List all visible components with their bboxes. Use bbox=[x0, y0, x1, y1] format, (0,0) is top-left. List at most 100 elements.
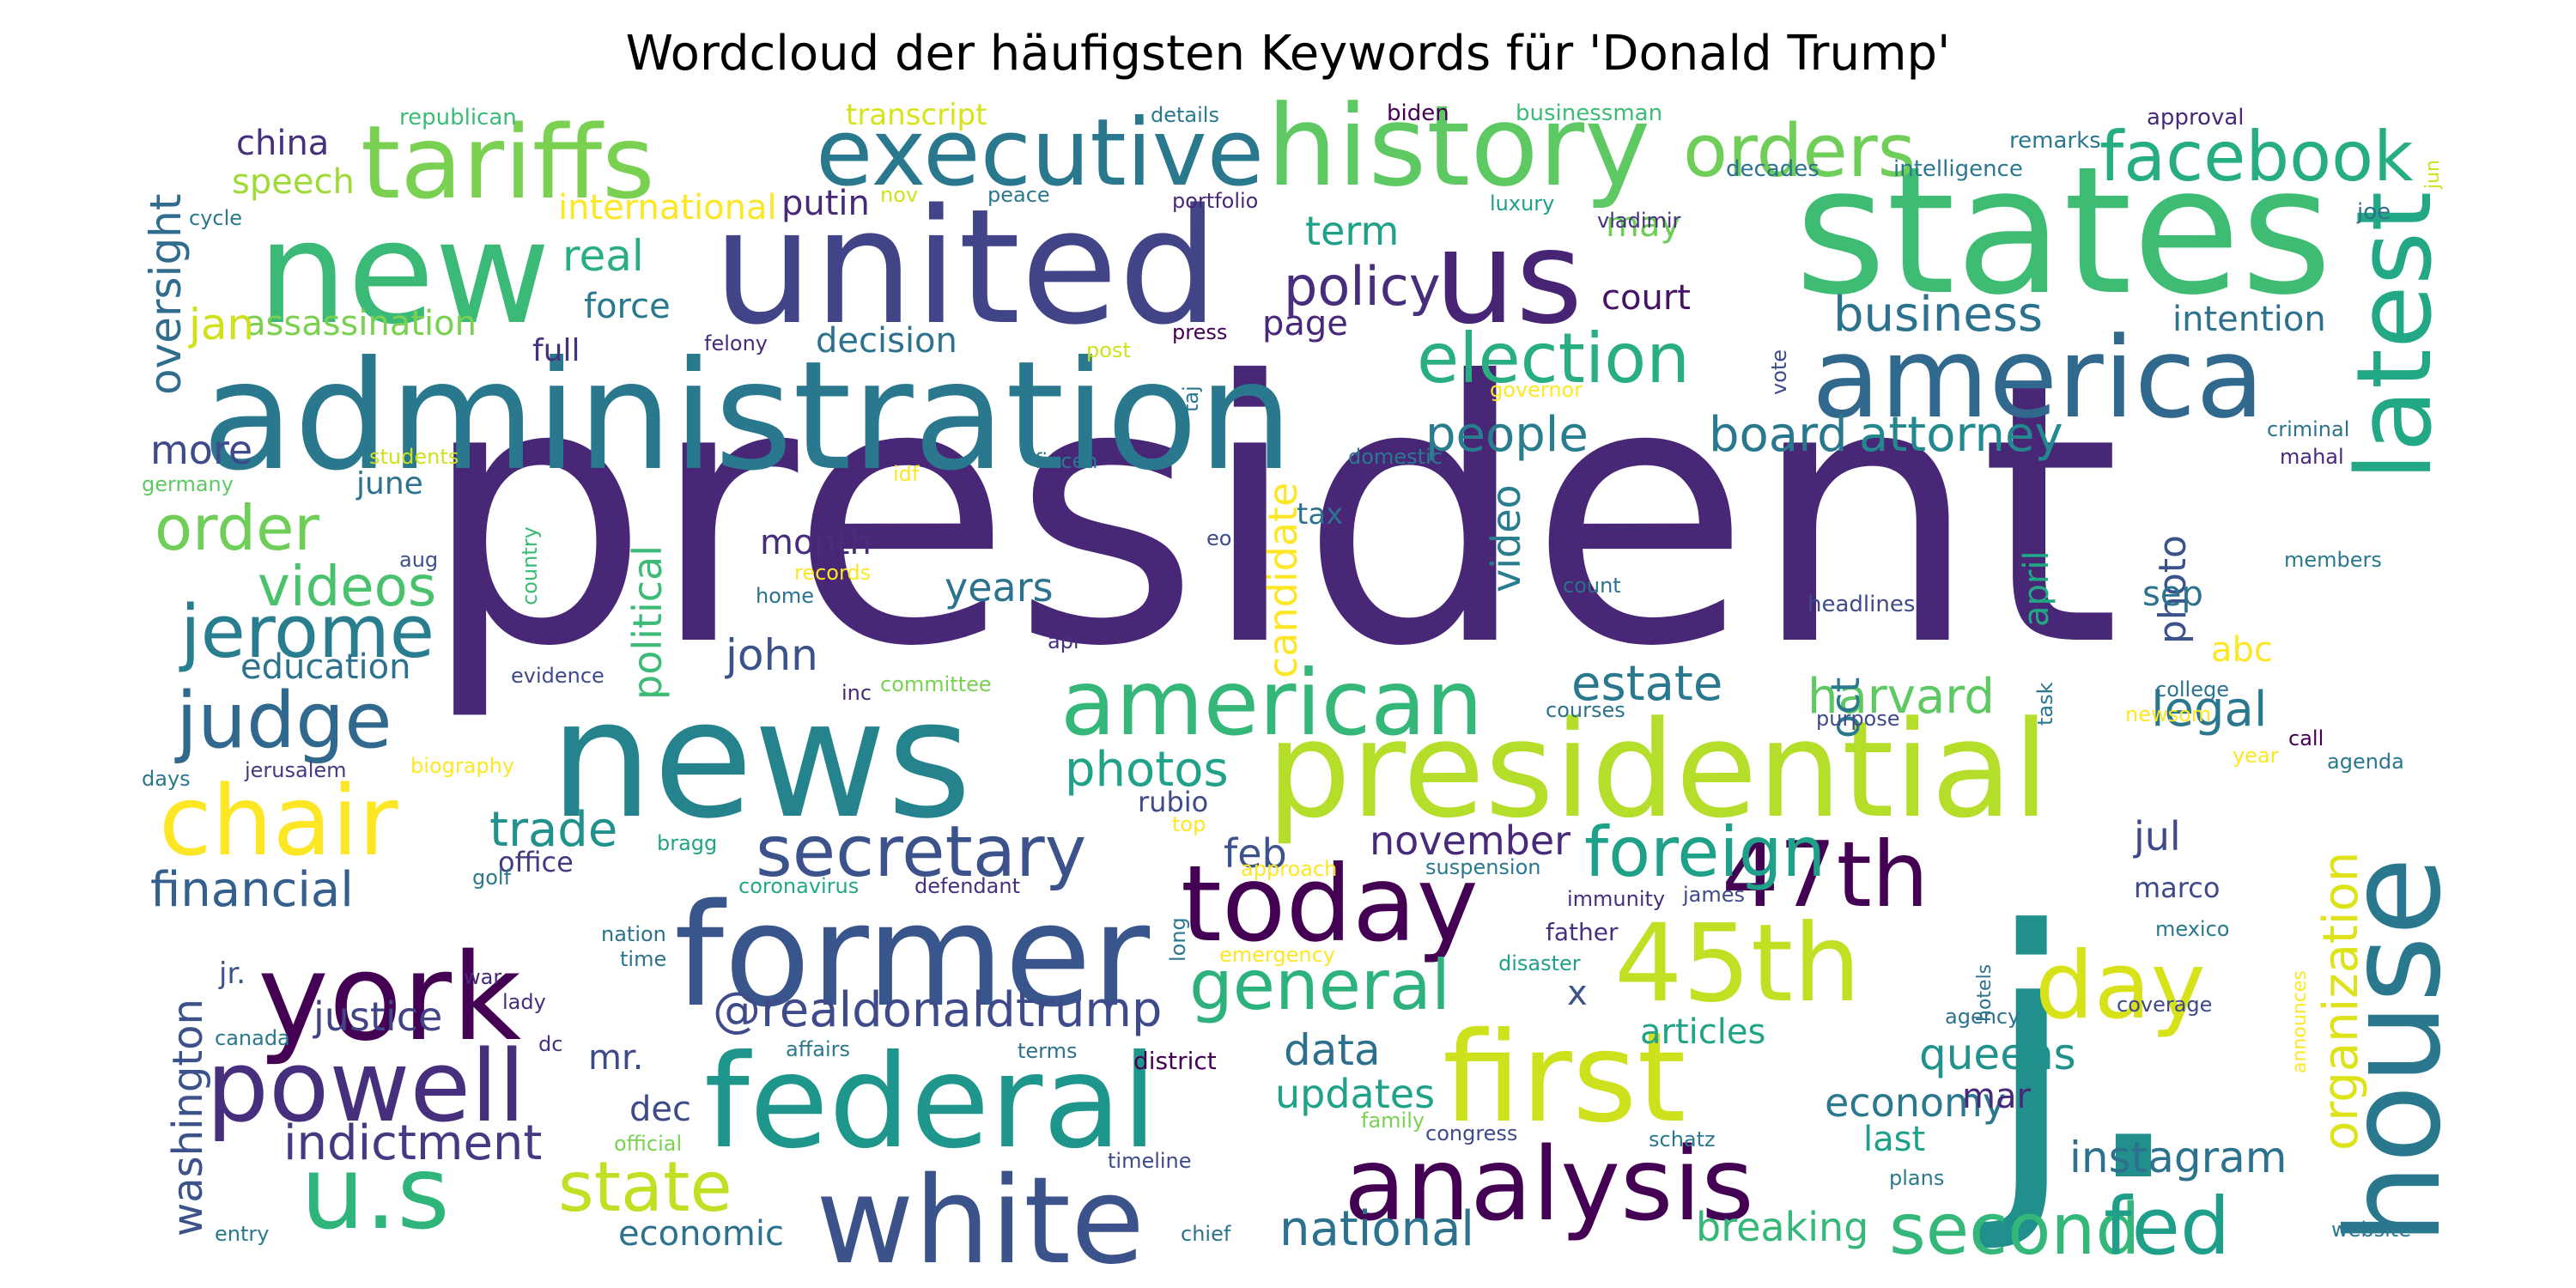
word-committee: committee bbox=[880, 672, 992, 696]
word-agency: agency bbox=[1945, 1005, 2020, 1029]
word-canada: canada bbox=[215, 1026, 290, 1050]
word-inc: inc bbox=[841, 681, 872, 705]
word-j: j. bbox=[1973, 859, 2189, 1258]
word-board: board bbox=[1709, 407, 1848, 463]
word-jerusalem: jerusalem bbox=[244, 758, 347, 782]
word-american: american bbox=[1060, 651, 1483, 756]
word-queens: queens bbox=[1919, 1030, 2076, 1079]
word-hotels: hotels bbox=[1974, 964, 1996, 1022]
word-presidential: presidential bbox=[1267, 692, 2050, 848]
word-state: state bbox=[558, 1147, 732, 1227]
word-analysis: analysis bbox=[1344, 1125, 1754, 1243]
word-home: home bbox=[756, 584, 814, 608]
word-jun: jun bbox=[2422, 160, 2444, 190]
word-putin: putin bbox=[781, 184, 870, 223]
word-more: more bbox=[150, 427, 252, 473]
word-taj: taj bbox=[1179, 386, 1203, 412]
word-intelligence: intelligence bbox=[1893, 156, 2023, 182]
word-james: james bbox=[1682, 883, 1745, 907]
chart-title: Wordcloud der häufigsten Keywords für 'D… bbox=[625, 26, 1951, 82]
word-post: post bbox=[1086, 338, 1131, 362]
word-oversight: oversight bbox=[141, 194, 191, 395]
word-x: x bbox=[1567, 974, 1588, 1013]
word-aug: aug bbox=[399, 548, 438, 572]
word-states: states bbox=[1795, 130, 2332, 334]
word-mr: mr. bbox=[588, 1038, 643, 1078]
word-secretary: secretary bbox=[756, 811, 1086, 893]
word-coverage: coverage bbox=[2117, 993, 2212, 1017]
word-business: business bbox=[1833, 287, 2043, 343]
word-records: records bbox=[794, 561, 871, 585]
word-approval: approval bbox=[2147, 105, 2245, 131]
word-eo: eo bbox=[1206, 526, 1231, 550]
word-apr: apr bbox=[1048, 629, 1082, 653]
word-tax: tax bbox=[1297, 497, 1343, 532]
word-attorney: attorney bbox=[1859, 407, 2063, 463]
word-time: time bbox=[620, 947, 666, 971]
word-legal: legal bbox=[2151, 682, 2267, 738]
word-videos: videos bbox=[258, 556, 436, 619]
word-financial: financial bbox=[150, 862, 354, 918]
word-jul: jul bbox=[2133, 813, 2181, 860]
word-district: district bbox=[1133, 1047, 1217, 1075]
word-people: people bbox=[1425, 407, 1589, 463]
word-criminal: criminal bbox=[2267, 417, 2349, 441]
word-november: november bbox=[1370, 817, 1571, 864]
word-newsom: newsom bbox=[2125, 702, 2211, 726]
word-real: real bbox=[562, 231, 644, 281]
word-sep: sep bbox=[2142, 574, 2203, 614]
word-may: may bbox=[1606, 205, 1680, 245]
word-immunity: immunity bbox=[1567, 887, 1665, 911]
word-year: year bbox=[2233, 744, 2279, 768]
word-luxury: luxury bbox=[1490, 191, 1554, 216]
word-policy: policy bbox=[1284, 255, 1441, 318]
word-general: general bbox=[1189, 945, 1450, 1025]
word-speech: speech bbox=[232, 162, 355, 202]
word-month: month bbox=[760, 523, 872, 562]
word-second: second bbox=[1889, 1189, 2140, 1271]
word-suspension: suspension bbox=[1425, 855, 1541, 879]
word-war: war bbox=[464, 965, 501, 989]
word-country: country bbox=[518, 526, 542, 605]
word-election: election bbox=[1417, 319, 1690, 398]
word-vote: vote bbox=[1767, 349, 1791, 395]
word-republican: republican bbox=[399, 105, 517, 131]
word-education: education bbox=[240, 647, 410, 687]
word-schatz: schatz bbox=[1649, 1127, 1716, 1151]
word-updates: updates bbox=[1275, 1071, 1435, 1117]
word-president: president bbox=[421, 306, 2121, 726]
word-white: white bbox=[816, 1151, 1145, 1288]
word-york: york bbox=[258, 928, 521, 1068]
word-full: full bbox=[532, 333, 580, 368]
word-fincen: fincen bbox=[1035, 449, 1098, 473]
word-disaster: disaster bbox=[1498, 951, 1581, 975]
word-jr: jr. bbox=[218, 957, 246, 991]
word-china: china bbox=[236, 124, 329, 163]
word-breaking: breaking bbox=[1696, 1204, 1868, 1250]
word-long: long bbox=[1166, 917, 1190, 962]
word-office: office bbox=[498, 846, 574, 878]
word-father: father bbox=[1546, 918, 1619, 946]
word-oct: oct bbox=[1822, 677, 1868, 738]
word-businessman: businessman bbox=[1516, 100, 1662, 126]
word-articles: articles bbox=[1640, 1012, 1765, 1052]
word-college: college bbox=[2155, 677, 2229, 702]
word-domestic: domestic bbox=[1348, 445, 1443, 469]
word-foreign: foreign bbox=[1584, 812, 1826, 892]
word-timeline: timeline bbox=[1108, 1149, 1192, 1173]
word-indictment: indictment bbox=[283, 1115, 542, 1171]
word-harvard: harvard bbox=[1807, 669, 1995, 725]
word-vladimir: vladimir bbox=[1597, 209, 1681, 233]
word-rubio: rubio bbox=[1138, 786, 1208, 818]
word-tariffs: tariffs bbox=[361, 103, 655, 222]
word-assassination: assassination bbox=[245, 304, 477, 343]
word-students: students bbox=[369, 445, 459, 469]
word-judge: judge bbox=[174, 676, 392, 766]
word-felony: felony bbox=[704, 331, 768, 355]
word-facebook: facebook bbox=[2099, 117, 2414, 197]
word-emergency: emergency bbox=[1219, 943, 1335, 967]
word-organization: organization bbox=[2313, 852, 2369, 1151]
word-congress: congress bbox=[1425, 1121, 1517, 1145]
word-website: website bbox=[2331, 1218, 2411, 1242]
